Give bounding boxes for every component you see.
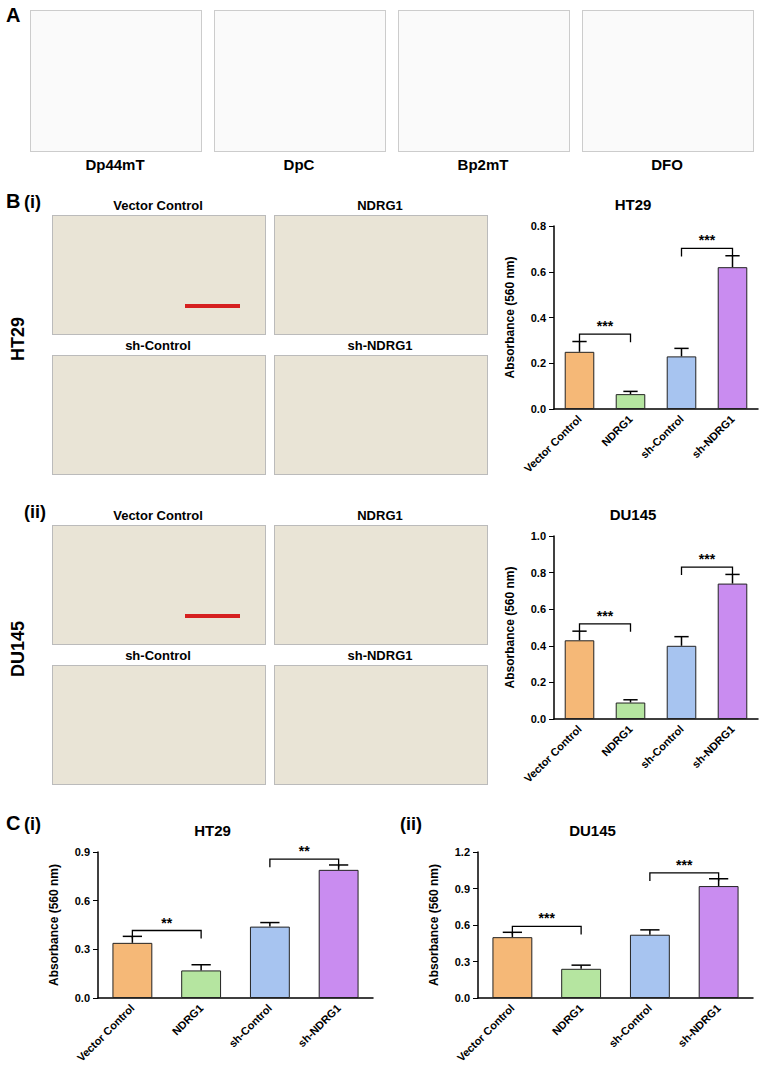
svg-text:1.2: 1.2: [455, 846, 470, 858]
svg-text:sh-Control: sh-Control: [638, 413, 686, 461]
svg-text:0.9: 0.9: [455, 883, 470, 895]
html-text:(ii): (ii): [400, 814, 422, 834]
html-text:sh-NDRG1: sh-NDRG1: [347, 648, 413, 663]
svg-text:HT29: HT29: [194, 822, 231, 839]
svg-text:**: **: [299, 843, 310, 859]
svg-text:***: ***: [699, 232, 716, 248]
html-text:sh-NDRG1: sh-NDRG1: [347, 338, 413, 353]
html-text:(ii): (ii): [24, 502, 46, 522]
svg-text:***: ***: [539, 910, 556, 926]
svg-text:sh-NDRG1: sh-NDRG1: [296, 1002, 343, 1049]
svg-text:0.8: 0.8: [531, 567, 546, 579]
svg-text:***: ***: [597, 608, 614, 624]
svg-text:0.0: 0.0: [531, 713, 546, 725]
svg-text:sh-Control: sh-Control: [226, 1002, 274, 1050]
html-text:sh-Control: sh-Control: [125, 338, 191, 353]
html-text:HT29: HT29: [8, 317, 28, 361]
svg-text:Absorbance (560 nm): Absorbance (560 nm): [47, 864, 61, 986]
svg-text:sh-Control: sh-Control: [638, 723, 686, 771]
svg-text:Vector Control: Vector Control: [455, 1002, 517, 1064]
html-text:NDRG1: NDRG1: [357, 508, 403, 523]
svg-text:0.9: 0.9: [75, 846, 90, 858]
svg-text:Absorbance (560 nm): Absorbance (560 nm): [503, 256, 517, 378]
html-text:DU145: DU145: [8, 621, 28, 677]
svg-text:0.4: 0.4: [531, 312, 547, 324]
svg-text:0.8: 0.8: [531, 220, 546, 232]
svg-text:Vector Control: Vector Control: [522, 723, 584, 785]
html-text:Dp44mT: Dp44mT: [85, 156, 145, 173]
svg-text:Vector Control: Vector Control: [75, 1002, 137, 1064]
svg-text:0.2: 0.2: [531, 676, 546, 688]
svg-text:Vector Control: Vector Control: [522, 413, 584, 475]
svg-text:0.0: 0.0: [75, 992, 90, 1004]
html-text:C (i): C (i): [6, 812, 41, 834]
svg-text:sh-NDRG1: sh-NDRG1: [689, 723, 736, 770]
svg-text:**: **: [161, 915, 172, 931]
svg-text:***: ***: [597, 318, 614, 334]
svg-text:NDRG1: NDRG1: [599, 413, 635, 449]
svg-text:Absorbance (560 nm): Absorbance (560 nm): [503, 566, 517, 688]
html-text:Vector Control: Vector Control: [113, 198, 203, 213]
svg-text:0.6: 0.6: [455, 919, 470, 931]
svg-text:0.0: 0.0: [531, 403, 546, 415]
html-text:NDRG1: NDRG1: [357, 198, 403, 213]
svg-text:0.4: 0.4: [531, 640, 547, 652]
svg-text:***: ***: [676, 857, 693, 873]
svg-text:0.3: 0.3: [75, 943, 90, 955]
html-text:B (i): B (i): [6, 190, 41, 212]
svg-text:sh-NDRG1: sh-NDRG1: [689, 413, 736, 460]
svg-text:HT29: HT29: [615, 196, 652, 213]
svg-text:DU145: DU145: [569, 822, 616, 839]
html-text:A: A: [6, 4, 21, 26]
svg-text:NDRG1: NDRG1: [550, 1002, 586, 1038]
html-text:DpC: DpC: [283, 156, 315, 173]
svg-text:0.6: 0.6: [531, 603, 546, 615]
html-text:sh-Control: sh-Control: [125, 648, 191, 663]
svg-text:DU145: DU145: [610, 506, 657, 523]
svg-text:***: ***: [699, 551, 716, 567]
svg-text:NDRG1: NDRG1: [170, 1002, 206, 1038]
svg-text:0.6: 0.6: [531, 266, 546, 278]
svg-text:0.2: 0.2: [531, 357, 546, 369]
svg-text:sh-NDRG1: sh-NDRG1: [676, 1002, 723, 1049]
html-text:Bp2mT: Bp2mT: [457, 156, 509, 173]
svg-text:sh-Control: sh-Control: [606, 1002, 654, 1050]
svg-text:1.0: 1.0: [531, 530, 546, 542]
svg-text:Absorbance (560 nm): Absorbance (560 nm): [427, 864, 441, 986]
svg-text:0.6: 0.6: [75, 895, 90, 907]
html-text:DFO: DFO: [651, 156, 683, 173]
svg-text:NDRG1: NDRG1: [599, 723, 635, 759]
svg-text:0.0: 0.0: [455, 992, 470, 1004]
html-text:Vector Control: Vector Control: [113, 508, 203, 523]
svg-text:0.3: 0.3: [455, 956, 470, 968]
